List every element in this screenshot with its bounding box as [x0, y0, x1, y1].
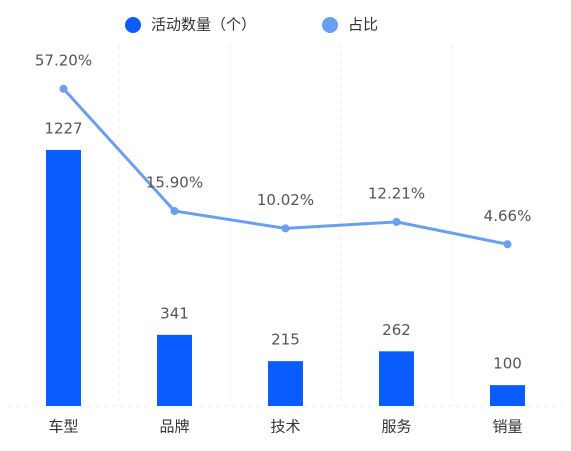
legend-label: 占比 — [348, 16, 378, 34]
legend-marker — [125, 17, 141, 33]
point-value-label: 12.21% — [368, 184, 425, 202]
legend-label: 活动数量（个） — [151, 16, 256, 34]
point-value-label: 15.90% — [146, 174, 203, 192]
x-tick-label: 服务 — [381, 418, 411, 436]
bar — [268, 361, 303, 406]
bar-value-label: 215 — [271, 331, 300, 349]
bar — [46, 149, 81, 406]
legend-marker — [322, 17, 338, 33]
point — [503, 240, 512, 249]
bar — [157, 334, 192, 406]
x-tick-label: 技术 — [270, 418, 300, 436]
point — [281, 224, 290, 233]
point-value-label: 10.02% — [257, 191, 314, 209]
x-tick-label: 品牌 — [159, 418, 189, 436]
bar-value-label: 1227 — [44, 119, 82, 137]
bar-value-label: 341 — [160, 304, 189, 322]
point — [170, 207, 179, 216]
line — [62, 87, 508, 246]
bar — [379, 351, 414, 406]
x-tick-label: 车型 — [48, 418, 78, 436]
point — [392, 217, 401, 226]
point-value-label: 57.20% — [35, 51, 92, 69]
bar — [490, 385, 525, 406]
point-value-label: 4.66% — [484, 207, 532, 225]
point — [59, 84, 68, 93]
bar-value-label: 262 — [382, 321, 411, 339]
bar-value-label: 100 — [493, 355, 522, 373]
x-tick-label: 销量 — [492, 418, 522, 436]
